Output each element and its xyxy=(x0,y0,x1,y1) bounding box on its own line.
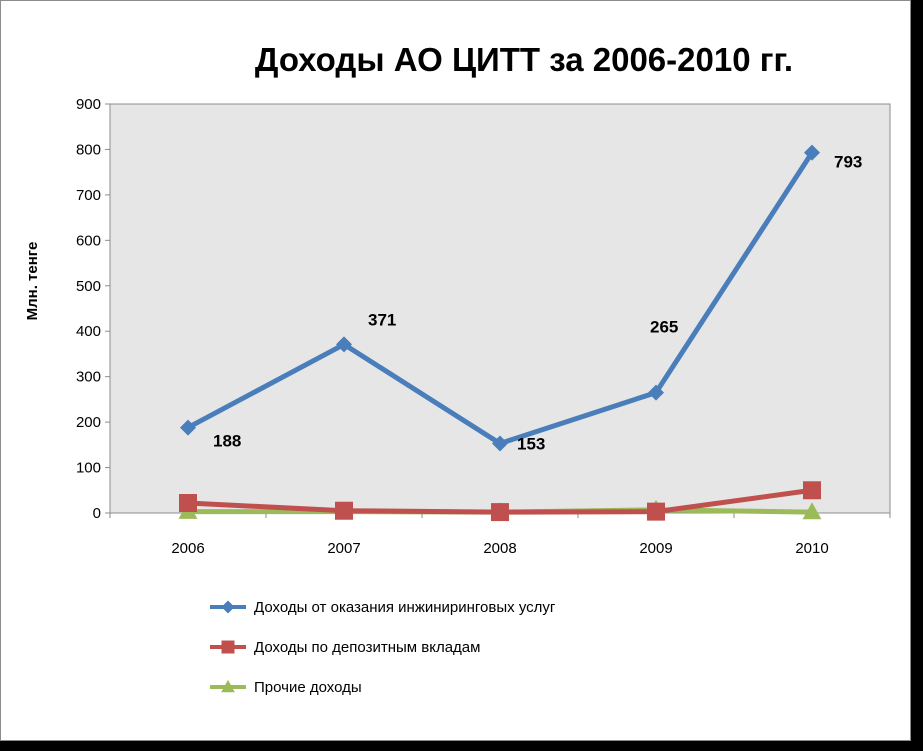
y-tick-label: 300 xyxy=(76,369,101,386)
data-label: 188 xyxy=(213,432,241,451)
x-tick-label: 2007 xyxy=(327,540,360,557)
data-point xyxy=(804,144,820,161)
chart-title: Доходы АО ЦИТТ за 2006-2010 гг. xyxy=(255,41,793,78)
data-point xyxy=(335,501,353,520)
data-point xyxy=(492,435,508,452)
series-0 xyxy=(180,144,820,452)
data-point xyxy=(648,384,664,401)
legend-marker xyxy=(221,600,235,614)
legend-label: Доходы по депозитным вкладам xyxy=(254,639,480,656)
y-tick-label: 0 xyxy=(93,505,101,522)
data-point xyxy=(336,336,352,353)
y-axis-label: Млн. тенге xyxy=(24,242,41,321)
y-tick-label: 400 xyxy=(76,323,101,340)
legend-label: Прочие доходы xyxy=(254,679,362,696)
x-tick-label: 2006 xyxy=(171,540,204,557)
data-label: 153 xyxy=(517,434,545,453)
legend-marker xyxy=(221,679,235,693)
axes: 0 100 200 300 400 500 600 700 800 900 2006 2007 2008… xyxy=(76,96,891,557)
data-point xyxy=(180,419,196,436)
series-1 xyxy=(179,481,821,522)
y-tick-label: 900 xyxy=(76,96,101,113)
x-tick-label: 2010 xyxy=(795,540,828,557)
data-point xyxy=(491,503,509,522)
data-label: 793 xyxy=(834,153,862,172)
legend-entry: Доходы от оказания инжиниринговых услуг xyxy=(210,599,556,616)
legend-label: Доходы от оказания инжиниринговых услуг xyxy=(254,599,556,616)
plot-area xyxy=(109,103,891,514)
data-point xyxy=(647,502,665,521)
data-point xyxy=(803,481,821,500)
data-point xyxy=(179,494,197,513)
y-tick-label: 500 xyxy=(76,278,101,295)
data-label: 265 xyxy=(650,318,678,337)
y-tick-label: 700 xyxy=(76,187,101,204)
x-tick-label: 2008 xyxy=(483,540,516,557)
data-labels: 188 371 153 265 793 xyxy=(213,153,862,454)
y-tick-label: 200 xyxy=(76,414,101,431)
data-label: 371 xyxy=(368,310,396,329)
legend-entry: Прочие доходы xyxy=(210,679,362,696)
legend-marker xyxy=(221,640,235,654)
series-layer xyxy=(178,144,822,522)
y-tick-label: 100 xyxy=(76,460,101,477)
y-tick-label: 800 xyxy=(76,141,101,158)
y-tick-label: 600 xyxy=(76,232,101,249)
legend: Доходы от оказания инжиниринговых услуг Д… xyxy=(210,599,556,696)
legend-entry: Доходы по депозитным вкладам xyxy=(210,639,480,656)
x-tick-label: 2009 xyxy=(639,540,672,557)
chart-svg: Доходы АО ЦИТТ за 2006-2010 гг. Млн. тен… xyxy=(24,41,891,696)
chart-frame: Доходы АО ЦИТТ за 2006-2010 гг. Млн. тен… xyxy=(0,0,911,741)
data-point xyxy=(802,502,822,520)
